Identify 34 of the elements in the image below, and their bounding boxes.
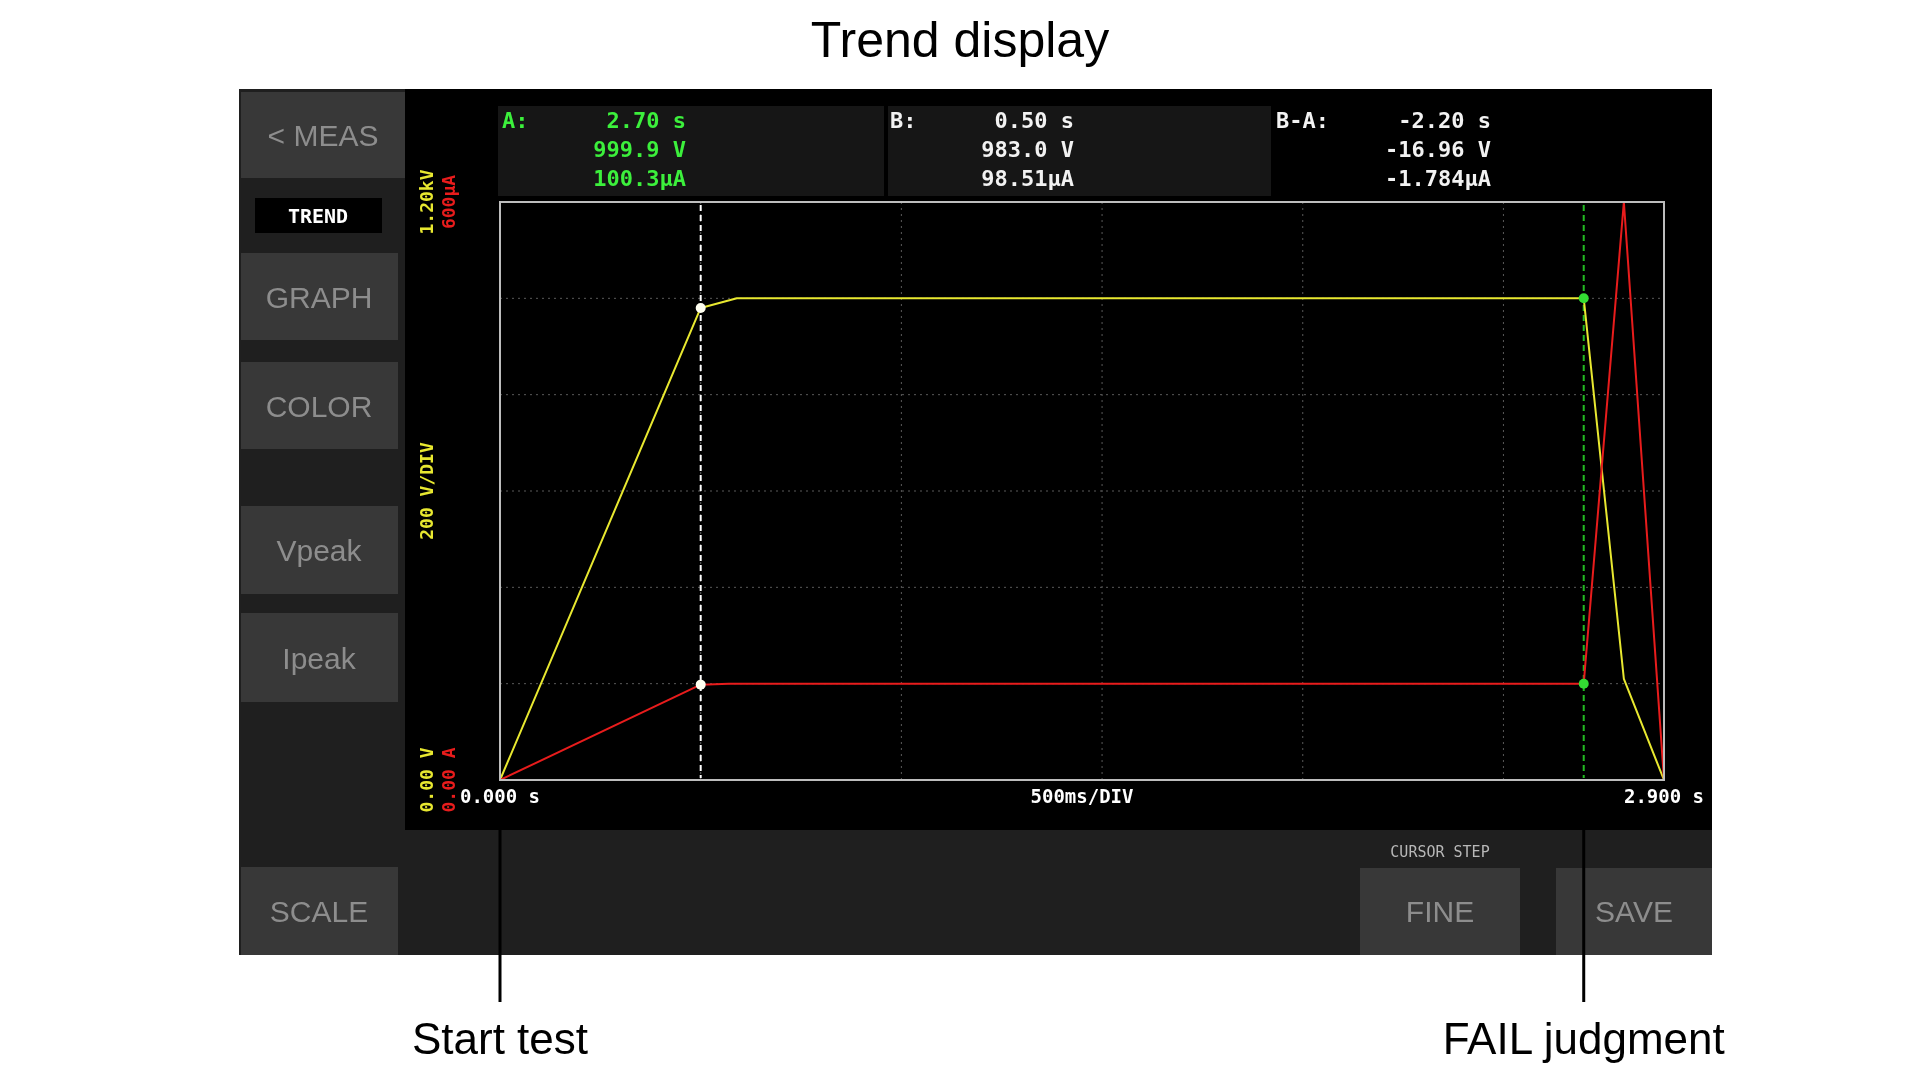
text: 100.3µA <box>593 166 686 191</box>
text: Ipeak <box>282 641 357 675</box>
text: -16.96 V <box>1385 137 1491 162</box>
text: B-A: <box>1276 108 1329 133</box>
y-axis-title: 200 V/DIV <box>416 442 437 540</box>
text: 983.0 V <box>981 137 1074 162</box>
annotation: Start test <box>411 1014 589 1063</box>
text: < MEAS <box>267 118 379 152</box>
text: Vpeak <box>276 533 363 567</box>
annotation: FAIL judgment <box>1442 1014 1725 1063</box>
text: A: <box>502 108 529 133</box>
text: -1.784µA <box>1385 166 1491 191</box>
y2-tick-label: 0.00 A <box>438 747 459 813</box>
y2-tick-label: 600µA <box>438 174 459 230</box>
text: 2.70 s <box>606 108 686 133</box>
text: 999.9 V <box>593 137 686 162</box>
text: B: <box>890 108 917 133</box>
text: -2.20 s <box>1398 108 1491 133</box>
text: 98.51µA <box>981 166 1074 191</box>
y-tick-label: 1.20kV <box>416 169 437 235</box>
text: 0.50 s <box>994 108 1074 133</box>
text: FINE <box>1405 894 1475 928</box>
x-axis-title: 500ms/DIV <box>1030 785 1134 807</box>
y-tick-label: 0.00 V <box>416 747 437 813</box>
x-tick-label: 0.000 s <box>459 785 541 807</box>
text: TREND <box>287 204 349 228</box>
x-tick-label: 2.900 s <box>1623 785 1705 807</box>
text: COLOR <box>265 389 373 423</box>
chart-title: Trend display <box>810 12 1110 68</box>
text: SAVE <box>1595 894 1673 928</box>
text: CURSOR STEP <box>1390 843 1490 861</box>
text: GRAPH <box>265 280 373 314</box>
line-series <box>499 201 1665 781</box>
text: SCALE <box>269 894 369 928</box>
